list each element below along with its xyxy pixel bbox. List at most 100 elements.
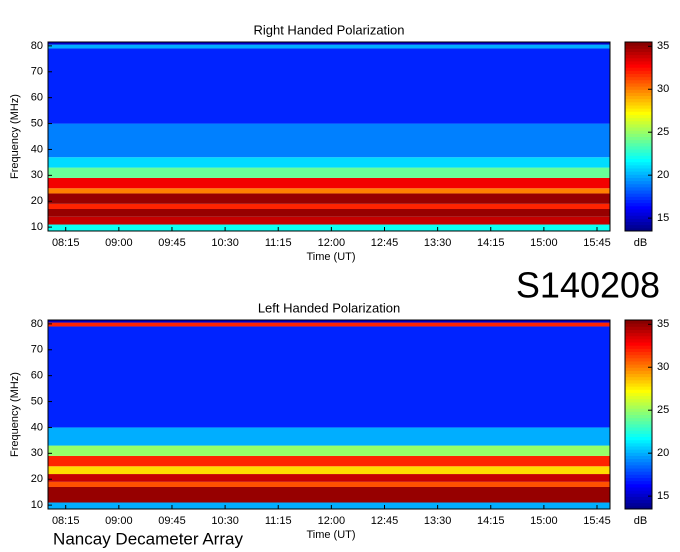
colorbar-swatch (625, 139, 652, 144)
colorbar-swatch (625, 471, 652, 475)
x-tick-label: 15:45 (583, 237, 611, 249)
y-tick-label: 10 (31, 221, 43, 233)
colorbar-tick-label: 25 (657, 126, 669, 138)
colorbar-swatch (625, 142, 652, 147)
colorbar-swatch (625, 468, 652, 472)
colorbar-swatch (625, 205, 652, 210)
x-tick-label: 09:45 (158, 515, 186, 527)
colorbar-swatch (625, 82, 652, 87)
colorbar-swatch (625, 389, 652, 393)
colorbar-swatch (625, 392, 652, 397)
heatmap-band (48, 188, 610, 194)
colorbar-swatch (625, 370, 652, 375)
colorbar-swatch (625, 486, 652, 491)
colorbar-swatch (625, 464, 652, 469)
colorbar-swatch (625, 76, 652, 81)
colorbar-swatch (625, 364, 652, 368)
colorbar-swatch (625, 436, 652, 441)
y-axis-label: Frequency (MHz) (9, 372, 21, 457)
colorbar-swatch (625, 376, 652, 381)
colorbar-swatch (625, 449, 652, 453)
colorbar-swatch (625, 452, 652, 456)
colorbar-tick-label: 25 (657, 404, 669, 416)
y-tick-label: 50 (31, 395, 43, 407)
colorbar-swatch (625, 64, 652, 68)
colorbar-swatch (625, 323, 652, 327)
colorbar-swatch (625, 149, 652, 153)
heatmap-band (48, 427, 610, 446)
colorbar-swatch (625, 67, 652, 71)
colorbar-swatch (625, 177, 652, 182)
colorbar-swatch (625, 326, 652, 330)
heatmap-band (48, 44, 610, 49)
colorbar-swatch (625, 227, 652, 232)
colorbar-swatch (625, 161, 652, 166)
heatmap-band (48, 322, 610, 327)
colorbar-swatch (625, 423, 652, 428)
colorbar-swatch (625, 345, 652, 349)
colorbar-swatch (625, 461, 652, 466)
colorbar-swatch (625, 42, 652, 46)
heatmap-band (48, 48, 610, 124)
colorbar-swatch (625, 490, 652, 494)
colorbar-swatch (625, 408, 652, 412)
x-axis-label: Time (UT) (306, 251, 355, 263)
heatmap-band (48, 216, 610, 225)
y-tick-label: 50 (31, 117, 43, 129)
colorbar-tick-label: 15 (657, 212, 669, 224)
colorbar-swatch (625, 430, 652, 434)
colorbar-swatch (625, 357, 652, 362)
colorbar-swatch (625, 351, 652, 356)
y-tick-label: 40 (31, 143, 43, 155)
colorbar-swatch (625, 171, 652, 175)
colorbar-swatch (625, 79, 652, 84)
colorbar-swatch (625, 221, 652, 226)
colorbar-swatch (625, 108, 652, 112)
chart-panel: Right Handed Polarization 08:15 09:00 09:45… (9, 22, 669, 262)
heatmap-band (48, 466, 610, 475)
colorbar-swatch (625, 218, 652, 223)
colorbar-swatch (625, 152, 652, 156)
x-tick-label: 15:00 (530, 515, 558, 527)
heatmap-band (48, 224, 610, 231)
heatmap-band (48, 208, 610, 217)
x-tick-label: 12:00 (318, 237, 346, 249)
colorbar-swatch (625, 136, 652, 141)
y-tick-label: 40 (31, 421, 43, 433)
x-tick-label: 09:45 (158, 237, 186, 249)
y-tick-label: 20 (31, 473, 43, 485)
heatmap-band (48, 157, 610, 168)
x-axis-label: Time (UT) (306, 529, 355, 541)
colorbar-swatch (625, 386, 652, 390)
heatmap-band (48, 486, 610, 503)
heatmap-band (48, 474, 610, 482)
colorbar-swatch (625, 505, 652, 510)
colorbar-swatch (625, 420, 652, 425)
colorbar-swatch (625, 174, 652, 178)
colorbar-swatch (625, 57, 652, 62)
heatmap-band (48, 193, 610, 204)
colorbar-swatch (625, 224, 652, 229)
colorbar-swatch (625, 502, 652, 507)
colorbar-swatch (625, 186, 652, 191)
colorbar-swatch (625, 127, 652, 131)
colorbar-swatch (625, 86, 652, 90)
y-tick-label: 70 (31, 66, 43, 78)
colorbar-swatch (625, 92, 652, 97)
colorbar-tick-label: 35 (657, 40, 669, 52)
x-tick-label: 09:00 (105, 237, 133, 249)
x-tick-label: 10:30 (211, 515, 239, 527)
x-tick-label: 13:30 (424, 515, 452, 527)
heatmap-band (48, 502, 610, 509)
colorbar-swatch (625, 329, 652, 334)
colorbar-swatch (625, 70, 652, 74)
colorbar-swatch (625, 60, 652, 65)
colorbar-swatch (625, 202, 652, 207)
footer: Nancay Decameter Array (53, 529, 243, 548)
colorbar-swatch (625, 101, 652, 106)
colorbar-swatch (625, 427, 652, 431)
colorbar-swatch (625, 442, 652, 447)
colorbar-swatch (625, 48, 652, 52)
x-tick-label: 08:15 (52, 515, 80, 527)
